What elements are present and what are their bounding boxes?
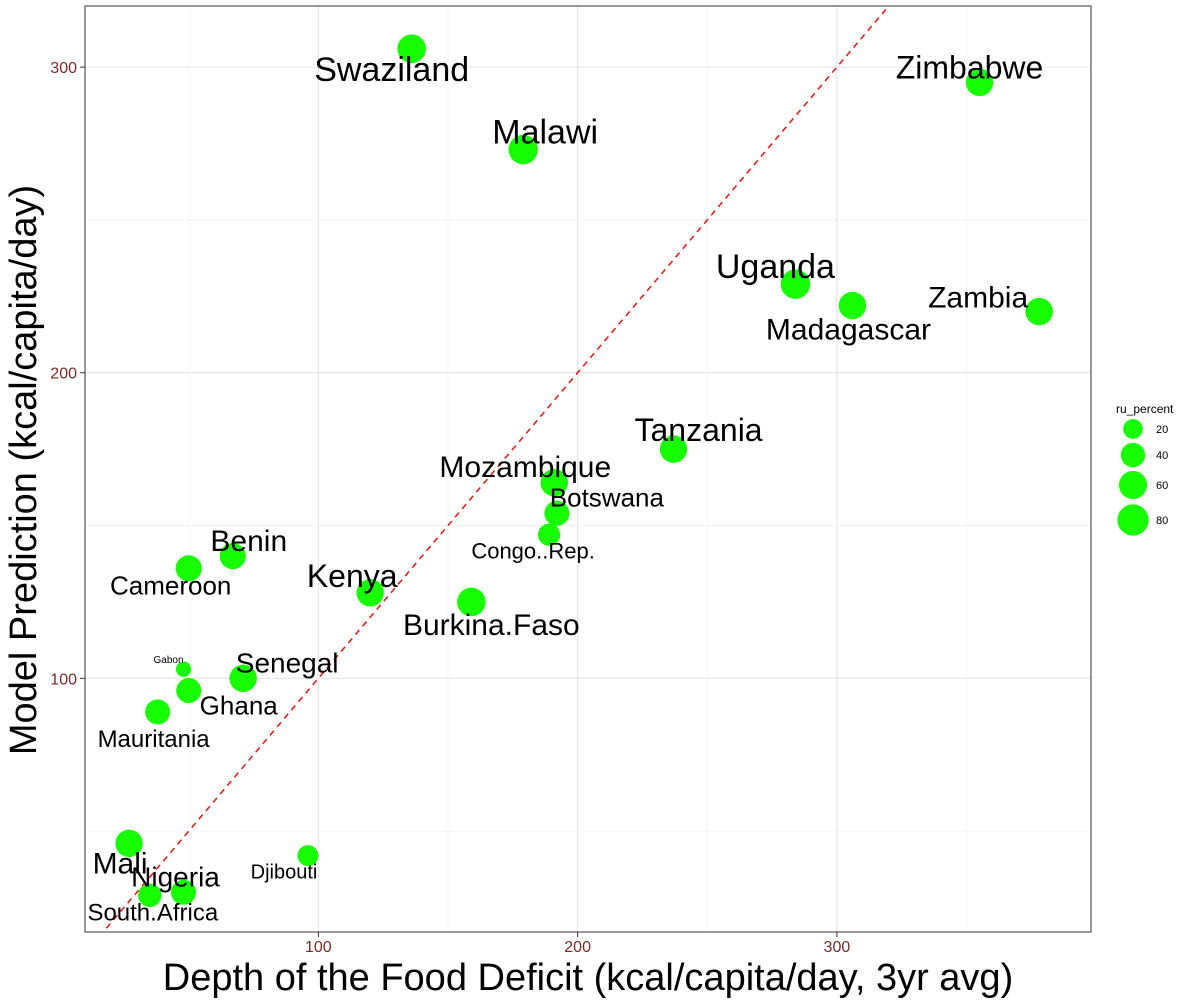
point-label-congo-rep-: Congo..Rep. [471,539,595,564]
point-label-mali: Mali [93,847,148,880]
y-axis-title: Model Prediction (kcal/capita/day) [3,185,45,755]
data-point-congo-rep- [537,523,561,546]
point-label-zambia: Zambia [928,282,1028,315]
data-point-senegal [229,664,257,693]
point-label-madagascar: Madagascar [766,313,931,346]
legend-key-80 [1117,504,1149,536]
point-label-south-africa: South.Africa [87,899,218,926]
point-label-mozambique: Mozambique [439,451,611,484]
point-label-cameroon: Cameroon [110,570,231,600]
data-point-zimbabwe [965,68,994,97]
point-label-burkina-faso: Burkina.Faso [403,609,580,642]
legend-label-20: 20 [1156,424,1168,436]
y-tick-label: 300 [50,60,77,77]
legend-key-20 [1123,419,1143,439]
point-label-botswana: Botswana [550,482,665,512]
plot-background [85,6,1091,932]
data-point-gabon [175,661,192,677]
legend-key-60 [1118,470,1148,500]
point-label-gabon: Gabon [154,655,184,666]
data-point-burkina-faso [457,587,486,617]
data-point-mauritania [145,699,171,725]
data-point-malawi [508,134,538,165]
legend-title: ru_percent [1116,402,1174,416]
data-point-djibouti [297,845,319,867]
data-point-tanzania [659,435,688,463]
data-point-botswana [544,500,570,526]
tick-labels-layer: 100 200 300 100 200 300 [50,60,850,956]
point-label-zimbabwe: Zimbabwe [896,49,1044,85]
plot-border [84,5,1092,933]
x-axis-title: Depth of the Food Deficit (kcal/capita/d… [163,957,1013,999]
data-point-cameroon [175,555,202,582]
legend: ru_percent 20 40 60 80 [1116,402,1174,536]
point-labels-layer: Swaziland Zimbabwe Malawi Uganda MadagascarZ… [87,49,1043,926]
data-point-madagascar [838,291,867,320]
data-point-uganda [780,269,811,299]
data-point-benin [219,542,246,570]
legend-key-40 [1120,442,1146,468]
point-label-tanzania: Tanzania [635,412,763,448]
data-point-nigeria [171,879,197,905]
point-label-mauritania: Mauritania [98,726,211,753]
data-point-swaziland [397,34,427,64]
data-point-kenya [356,579,384,607]
point-label-ghana: Ghana [200,691,279,721]
legend-label-80: 80 [1156,515,1168,527]
x-tick-label: 300 [824,939,851,956]
data-point-south-africa [138,883,162,908]
point-label-nigeria: Nigeria [131,861,220,892]
point-label-djibouti: Djibouti [251,862,318,884]
data-point-zambia [1025,297,1053,326]
point-label-benin: Benin [210,525,287,558]
points-layer [115,34,1053,908]
x-tick-label: 200 [564,939,591,956]
data-point-mozambique [540,469,569,497]
y-tick-label: 100 [50,671,77,688]
data-point-ghana [176,678,202,704]
point-label-senegal: Senegal [236,647,339,678]
point-label-swaziland: Swaziland [314,51,469,89]
point-label-malawi: Malawi [492,114,598,152]
point-label-uganda: Uganda [716,248,835,286]
legend-label-40: 40 [1156,450,1168,462]
legend-label-60: 60 [1156,480,1168,492]
x-tick-label: 100 [305,939,332,956]
data-point-mali [115,829,143,858]
y-tick-label: 200 [50,366,77,383]
point-label-kenya: Kenya [307,558,398,594]
